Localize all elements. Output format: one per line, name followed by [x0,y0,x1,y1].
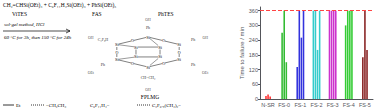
svg-text:O: O [162,61,165,66]
svg-text:Si: Si [134,45,139,50]
svg-text:Si: Si [134,54,139,59]
svg-text:Ph: Ph [146,25,150,30]
svg-text:O: O [162,38,165,43]
svg-text:sol-gel method, HCl: sol-gel method, HCl [4,22,45,28]
svg-text:OH: OH [202,36,208,40]
svg-text:ViTES: ViTES [12,11,27,17]
svg-text:Si: Si [158,54,163,59]
svg-text:Si: Si [177,42,182,47]
svg-text:FPLMG: FPLMG [141,94,159,100]
svg-text:FAS: FAS [92,11,102,17]
svg-text:O: O [131,38,134,43]
svg-text:OEt: OEt [202,71,209,75]
svg-text:Ph: Ph [191,62,195,67]
svg-text:O: O [115,50,118,55]
svg-text:Si: Si [146,65,151,70]
svg-text:180: 180 [249,52,258,58]
svg-text:CH₂=CHSi(OEt)₃ + C₆F₁₁H₄Si(OEt: CH₂=CHSi(OEt)₃ + C₆F₁₁H₄Si(OEt)₃ + PhSi(… [3,2,116,9]
svg-text:C₆F₁₁H₄−: C₆F₁₁H₄− [90,103,110,108]
svg-text:Ph: Ph [191,37,195,42]
svg-text:FS-0: FS-0 [278,102,290,108]
svg-text:OH: OH [88,36,94,40]
svg-text:PhTES: PhTES [158,11,174,17]
svg-text:OEt: OEt [88,71,95,75]
svg-text:O: O [178,50,181,55]
svg-text:OH: OH [145,18,151,22]
svg-text:Ph: Ph [101,62,105,67]
svg-text:Et: Et [16,103,21,108]
svg-text:CH=CH₂: CH=CH₂ [141,75,156,80]
svg-text:C₃F₆.₅(CH₂)₂−: C₃F₆.₅(CH₂)₂− [152,103,181,108]
svg-text:C₄F₉H: C₄F₉H [98,37,109,42]
svg-text:Time to failure / min: Time to failure / min [239,27,245,79]
svg-text:300: 300 [249,22,258,28]
svg-text:Si: Si [115,42,120,47]
svg-text:FS-3: FS-3 [327,102,339,108]
svg-text:−CH₂CH₃: −CH₂CH₃ [46,103,66,108]
svg-text:FS-1: FS-1 [294,102,306,108]
svg-text:60: 60 [252,81,258,87]
svg-text:Si: Si [158,45,163,50]
svg-text:60 °C for 3h, then 150 °C for: 60 °C for 3h, then 150 °C for 24h [4,35,72,41]
svg-text:FS-2: FS-2 [311,102,323,108]
svg-text:240: 240 [249,37,258,43]
svg-text:120: 120 [249,67,258,73]
svg-text:Si: Si [146,35,151,40]
svg-text:Si: Si [115,57,120,62]
svg-text:OH: OH [145,88,151,92]
svg-text:0: 0 [255,96,258,102]
svg-text:360: 360 [249,8,258,14]
svg-text:Si: Si [177,57,182,62]
svg-text:FS-5: FS-5 [359,102,371,108]
svg-text:FS-4: FS-4 [343,102,355,108]
svg-text:O: O [131,61,134,66]
svg-text:N-SR: N-SR [261,102,274,108]
